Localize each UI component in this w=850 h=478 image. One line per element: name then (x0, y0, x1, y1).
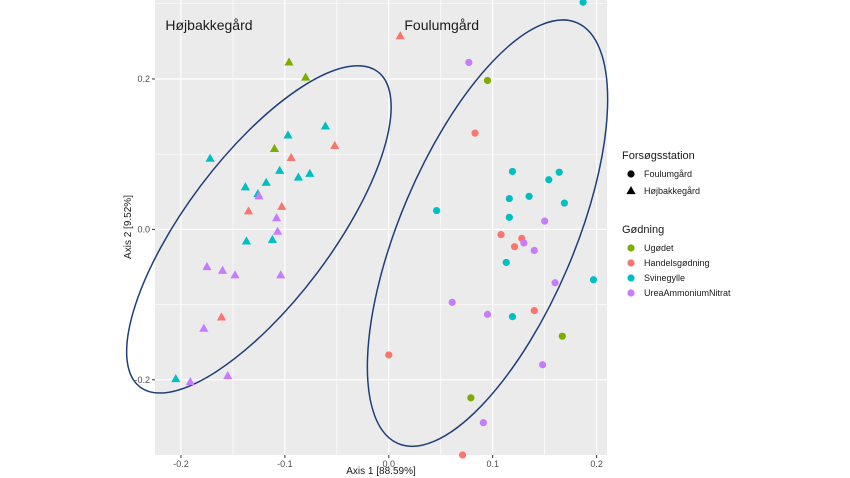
point-handelsgødning-foulumgaard (458, 451, 467, 459)
point-svinegylle-foulumgaard (502, 258, 510, 267)
y-tick-label: 0.0 (137, 224, 150, 234)
point-ugødet-hoejbakkegaard (284, 57, 294, 66)
point-svinegylle-foulumgaard (545, 176, 553, 184)
legend-title-station: Forsøgsstation (622, 150, 695, 162)
point-ugødet-foulumgaard (483, 76, 492, 85)
group-annotations: Højbakkegård Foulumgård (165, 17, 479, 33)
point-svinegylle-hoejbakkegaard (171, 374, 181, 383)
y-tick-label: -0.2 (134, 375, 150, 385)
point-svinegylle-hoejbakkegaard (293, 172, 303, 181)
point-svinegylle-foulumgaard (508, 313, 517, 321)
legend-key-color (627, 259, 635, 267)
point-ureaammoniumnitrat-foulumgaard (538, 361, 547, 369)
point-ugødet-hoejbakkegaard (269, 143, 280, 153)
point-handelsgødning-foulumgaard (385, 351, 393, 359)
y-axis: -0.2 0.0 0.2 (134, 74, 155, 385)
point-svinegylle-foulumgaard (560, 199, 568, 207)
point-svinegylle-hoejbakkegaard (267, 234, 278, 244)
x-tick-label: -0.2 (173, 459, 189, 469)
point-svinegylle-foulumgaard (432, 206, 441, 215)
data-points (171, 0, 598, 459)
point-ureaammoniumnitrat-hoejbakkegaard (254, 191, 264, 200)
point-svinegylle-foulumgaard (579, 0, 587, 6)
legend-key-color (627, 274, 635, 282)
ellipse-h-jbakkeg-rd (125, 64, 392, 394)
x-tick-label: 0.1 (486, 459, 499, 469)
point-svinegylle-hoejbakkegaard (241, 236, 252, 245)
legend-key-triangle (626, 186, 636, 195)
point-handelsgødning-hoejbakkegaard (286, 152, 296, 162)
point-ureaammoniumnitrat-hoejbakkegaard (276, 270, 286, 279)
x-tick-label: 0.2 (590, 459, 603, 469)
point-ugødet-foulumgaard (467, 394, 475, 402)
legend-key-circle (627, 170, 635, 178)
point-ureaammoniumnitrat-foulumgaard (479, 419, 487, 427)
point-ureaammoniumnitrat-foulumgaard (530, 246, 538, 255)
legend-label: UreaAmmoniumNitrat (644, 288, 731, 298)
point-svinegylle-foulumgaard (525, 192, 533, 200)
x-axis: -0.2 -0.1 0.0 0.1 0.2 (173, 455, 603, 469)
point-svinegylle-hoejbakkegaard (261, 177, 271, 186)
minor-gridlines (155, 0, 607, 455)
point-svinegylle-hoejbakkegaard (305, 168, 315, 177)
x-tick-label: 0.0 (383, 459, 396, 469)
annotation-label: Foulumgård (404, 17, 479, 33)
point-ureaammoniumnitrat-foulumgaard (551, 279, 559, 287)
point-svinegylle-hoejbakkegaard (283, 130, 293, 139)
point-svinegylle-hoejbakkegaard (320, 121, 331, 130)
point-ureaammoniumnitrat-hoejbakkegaard (199, 323, 209, 332)
point-handelsgødning-hoejbakkegaard (216, 312, 227, 321)
y-axis-title: Axis 2 [9.52%] (123, 195, 134, 259)
point-svinegylle-hoejbakkegaard (205, 153, 215, 162)
point-ureaammoniumnitrat-hoejbakkegaard (202, 261, 212, 271)
point-handelsgødning-hoejbakkegaard (330, 140, 340, 150)
confidence-ellipses (125, 19, 609, 448)
point-handelsgødning-hoejbakkegaard (243, 206, 254, 215)
point-handelsgødning-foulumgaard (510, 243, 519, 251)
point-ugødet-foulumgaard (558, 332, 566, 340)
legend-label: Højbakkegård (644, 186, 700, 196)
x-tick-label: -0.1 (277, 459, 293, 469)
y-tick-label: 0.2 (137, 74, 150, 84)
point-ureaammoniumnitrat-hoejbakkegaard (217, 265, 228, 274)
legend-label: Handelsgødning (644, 258, 710, 268)
x-axis-title: Axis 1 [88.59%] (346, 466, 416, 477)
point-svinegylle-foulumgaard (555, 168, 563, 176)
point-svinegylle-foulumgaard (505, 213, 513, 221)
legend-key-color (627, 244, 635, 252)
point-ureaammoniumnitrat-foulumgaard (541, 217, 549, 225)
legend-label: Svinegylle (644, 273, 685, 283)
point-ureaammoniumnitrat-foulumgaard (448, 298, 456, 306)
legend-key-color (627, 289, 635, 297)
point-ureaammoniumnitrat-hoejbakkegaard (185, 377, 195, 386)
major-gridlines (155, 0, 607, 455)
legend-label: Ugødet (644, 243, 674, 253)
point-handelsgødning-foulumgaard (471, 129, 479, 137)
point-svinegylle-hoejbakkegaard (275, 165, 285, 174)
point-ureaammoniumnitrat-hoejbakkegaard (273, 226, 283, 235)
point-ureaammoniumnitrat-foulumgaard (520, 239, 528, 247)
point-handelsgødning-foulumgaard (497, 231, 505, 239)
panel-background (155, 0, 607, 455)
point-ureaammoniumnitrat-hoejbakkegaard (271, 213, 282, 222)
point-ureaammoniumnitrat-hoejbakkegaard (230, 270, 240, 279)
point-svinegylle-foulumgaard (589, 276, 598, 284)
point-handelsgødning-hoejbakkegaard (277, 201, 287, 210)
legend-label: Foulumgård (644, 169, 692, 179)
legend: Forsøgsstation Foulumgård Højbakkegård Gødn… (622, 150, 731, 298)
point-handelsgødning-foulumgaard (530, 307, 538, 315)
point-svinegylle-foulumgaard (508, 167, 517, 176)
point-handelsgødning-hoejbakkegaard (395, 31, 405, 40)
point-ureaammoniumnitrat-foulumgaard (465, 58, 473, 67)
annotation-label: Højbakkegård (165, 17, 252, 33)
legend-title-fertilizer: Gødning (622, 224, 664, 236)
ellipse-foulumg-rd (366, 19, 609, 448)
point-ureaammoniumnitrat-hoejbakkegaard (223, 371, 233, 380)
point-ugødet-hoejbakkegaard (301, 72, 311, 81)
point-ureaammoniumnitrat-foulumgaard (483, 310, 492, 318)
point-svinegylle-hoejbakkegaard (240, 182, 250, 191)
point-svinegylle-foulumgaard (505, 194, 513, 203)
